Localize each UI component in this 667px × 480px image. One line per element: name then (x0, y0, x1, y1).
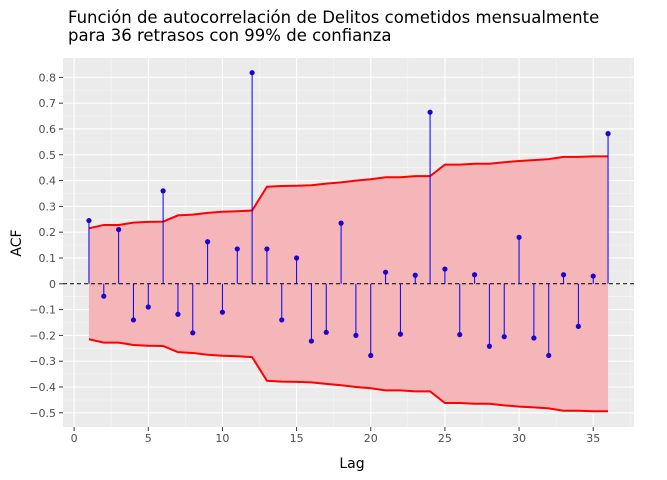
acf-point (323, 329, 329, 335)
acf-point (412, 272, 418, 278)
y-tick-label: −0.2 (29, 329, 56, 342)
acf-point (427, 109, 433, 115)
chart-title-line-1: Función de autocorrelación de Delitos co… (68, 8, 599, 27)
acf-point (145, 304, 151, 310)
acf-point (101, 293, 107, 299)
y-tick-label: 0.8 (39, 71, 57, 84)
acf-point (501, 334, 507, 340)
x-tick-label: 20 (364, 432, 378, 445)
acf-stems (88, 72, 609, 356)
acf-point (175, 311, 181, 317)
acf-point (353, 332, 359, 338)
acf-point (293, 255, 300, 261)
acf-point (234, 246, 240, 252)
acf-point (160, 188, 166, 194)
acf-point (590, 273, 596, 279)
acf-point (205, 239, 211, 245)
confidence-upper-line (88, 155, 609, 230)
acf-point (382, 269, 389, 275)
acf-point (86, 217, 92, 224)
acf-point (308, 338, 315, 344)
y-tick-label: 0.1 (39, 252, 57, 265)
x-tick-label: 15 (290, 432, 304, 445)
x-tick-label: 0 (71, 432, 78, 445)
confidence-lower-line (88, 338, 609, 413)
acf-point (130, 317, 137, 323)
x-tick-label: 5 (145, 432, 152, 445)
acf-point (442, 266, 448, 272)
y-tick-label: 0 (49, 278, 56, 291)
confidence-band (88, 156, 609, 412)
acf-point (368, 352, 374, 359)
x-tick-label: 10 (215, 432, 229, 445)
y-tick-label: 0.2 (39, 226, 57, 239)
y-tick-label: −0.1 (29, 304, 56, 317)
y-tick-label: 0.6 (39, 123, 57, 136)
acf-point (486, 343, 492, 349)
y-tick-label: 0.5 (39, 149, 57, 162)
acf-point (116, 226, 122, 233)
y-tick-label: −0.3 (29, 355, 56, 368)
x-tick-label: 30 (512, 432, 526, 445)
acf-point (219, 309, 226, 315)
acf-point (560, 272, 567, 278)
y-tick-label: −0.5 (29, 407, 56, 420)
x-tick-label: 25 (438, 432, 452, 445)
y-tick-label: −0.4 (29, 381, 56, 394)
acf-point (605, 131, 611, 137)
x-axis-ticks: 0 5 10 15 20 25 30 35 (71, 427, 600, 445)
x-tick-label: 35 (586, 432, 600, 445)
y-axis-ticks: −0.5 −0.4 −0.3 −0.2 −0.1 0 0.1 0.2 0.3 0.4 0.5 0.6 0… (29, 71, 63, 420)
acf-point (546, 352, 552, 359)
chart-title-line-2: para 36 retrasos con 99% de confianza (68, 26, 391, 45)
acf-point (575, 323, 581, 329)
acf-point (397, 331, 404, 337)
y-tick-label: 0.3 (39, 200, 57, 213)
y-tick-label: 0.4 (39, 175, 57, 188)
acf-point (457, 332, 463, 338)
acf-point (249, 70, 255, 76)
y-axis-title: ACF (9, 229, 25, 256)
acf-point (338, 220, 344, 226)
acf-point (531, 335, 537, 341)
acf-point (516, 234, 522, 240)
acf-point (190, 330, 196, 336)
acf-point (279, 317, 285, 323)
acf-points (86, 70, 611, 359)
acf-point (471, 272, 478, 278)
acf-point (264, 246, 270, 252)
y-tick-label: 0.7 (39, 97, 57, 110)
x-axis-title: Lag (339, 456, 364, 472)
